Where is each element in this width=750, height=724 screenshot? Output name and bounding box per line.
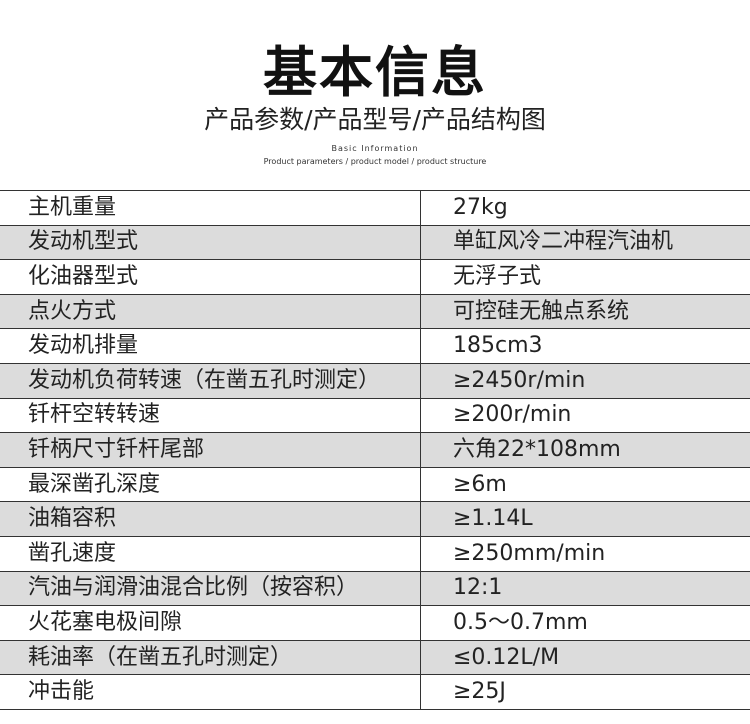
table-row: 冲击能 ≥25J [0,674,750,710]
page-title: 基本信息 [263,41,487,104]
spec-value: ≥200r/min [420,397,750,434]
english-subtitle: Product parameters / product model / pro… [263,157,487,166]
spec-name: 主机重量 [0,190,421,226]
table-row: 最深凿孔深度 ≥6m [0,466,750,503]
spec-name: 钎杆空转转速 [0,397,421,434]
spec-table: 主机重量 27kg 发动机型式 单缸风冷二冲程汽油机 化油器型式 无浮子式 点火方式 可控硅无… [0,190,750,710]
spec-name: 发动机型式 [0,224,421,261]
table-row: 油箱容积 ≥1.14L [0,501,750,537]
spec-value: ≤0.12L/M [420,639,750,676]
table-row: 主机重量 27kg [0,190,750,226]
spec-name: 发动机排量 [0,328,421,364]
table-row: 发动机型式 单缸风冷二冲程汽油机 [0,224,750,261]
table-row: 耗油率（在凿五孔时测定） ≤0.12L/M [0,639,750,676]
spec-value: 27kg [420,190,750,226]
spec-value: ≥6m [420,466,750,503]
spec-name: 点火方式 [0,293,421,330]
page-subtitle: 产品参数/产品型号/产品结构图 [204,105,546,134]
spec-name: 最深凿孔深度 [0,466,421,503]
table-row: 化油器型式 无浮子式 [0,259,750,295]
table-row: 凿孔速度 ≥250mm/min [0,535,750,572]
english-title: Basic Information [331,144,419,153]
spec-value: ≥1.14L [420,501,750,537]
spec-name: 耗油率（在凿五孔时测定） [0,639,421,676]
spec-value: 无浮子式 [420,259,750,295]
table-row: 钎杆空转转速 ≥200r/min [0,397,750,434]
spec-value: 单缸风冷二冲程汽油机 [420,224,750,261]
table-row: 火花塞电极间隙 0.5～0.7mm [0,605,750,641]
spec-name: 发动机负荷转速（在凿五孔时测定） [0,362,421,399]
spec-name: 钎柄尺寸钎杆尾部 [0,432,421,468]
spec-name: 化油器型式 [0,259,421,295]
spec-value: ≥25J [420,674,750,710]
spec-value: 0.5～0.7mm [420,605,750,641]
table-row: 钎柄尺寸钎杆尾部 六角22*108mm [0,432,750,468]
table-row: 汽油与润滑油混合比例（按容积） 12:1 [0,570,750,607]
spec-value: 六角22*108mm [420,432,750,468]
spec-name: 凿孔速度 [0,535,421,572]
spec-value: ≥250mm/min [420,535,750,572]
table-row: 点火方式 可控硅无触点系统 [0,293,750,330]
spec-name: 火花塞电极间隙 [0,605,421,641]
spec-name: 冲击能 [0,674,421,710]
spec-value: 12:1 [420,570,750,607]
spec-value: ≥2450r/min [420,362,750,399]
spec-name: 油箱容积 [0,501,421,537]
table-row: 发动机负荷转速（在凿五孔时测定） ≥2450r/min [0,362,750,399]
spec-value: 185cm3 [420,328,750,364]
spec-value: 可控硅无触点系统 [420,293,750,330]
spec-name: 汽油与润滑油混合比例（按容积） [0,570,421,607]
table-row: 发动机排量 185cm3 [0,328,750,364]
